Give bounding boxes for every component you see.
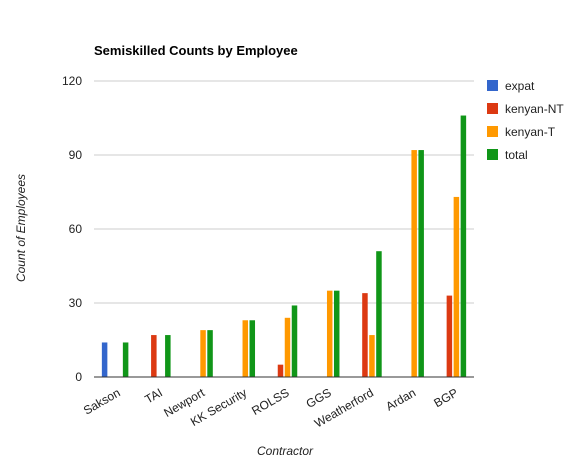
legend-swatch-total [487,149,498,160]
y-axis-title: Count of Employees [14,174,28,282]
y-tick-label-30: 30 [69,296,83,310]
y-tick-labels: 0 30 60 90 120 [62,74,82,384]
bar-kenyan-T-ggs [326,290,333,377]
bar-kenyan-NT-bgp [446,295,453,377]
x-tick-label-tai: TAI [142,385,164,406]
bars [101,115,467,378]
x-tick-label-ggs: GGS [304,385,334,410]
x-axis-title: Contractor [257,444,314,458]
legend-label-expat: expat [505,79,535,93]
legend-label-kenyan-T: kenyan-T [505,125,556,139]
bar-kenyan-T-ardan [411,150,417,377]
legend-label-total: total [505,148,528,162]
x-tick-label-rolss: ROLSS [249,385,291,417]
bar-total-weatherford [376,251,382,377]
y-tick-label-0: 0 [75,370,82,384]
legend-swatch-kenyan-NT [487,103,498,114]
bar-kenyan-NT-rolss [277,364,284,377]
legend-swatch-expat [487,80,498,91]
bar-total-kk-security [249,320,256,377]
y-tick-label-90: 90 [69,148,83,162]
legend-swatch-kenyan-T [487,126,498,137]
bar-total-sakson [122,342,129,377]
bar-expat-sakson [101,342,108,377]
bar-kenyan-T-bgp [453,196,460,377]
chart-title: Semiskilled Counts by Employee [94,43,298,58]
bar-total-ggs [333,290,340,377]
y-tick-label-60: 60 [69,222,83,236]
legend: expat kenyan-NT kenyan-T total [487,79,564,162]
bar-total-ardan [418,150,424,377]
bar-total-bgp [460,115,467,378]
bar-kenyan-NT-tai [151,335,157,377]
x-tick-label-ardan: Ardan [383,385,418,413]
bar-kenyan-T-newport [200,330,206,377]
bar-total-tai [165,335,171,377]
bar-kenyan-T-weatherford [369,335,375,377]
bar-total-rolss [291,305,298,377]
bar-kenyan-T-rolss [284,317,291,377]
bar-kenyan-T-kk-security [242,320,249,377]
gridlines [94,80,474,304]
y-tick-label-120: 120 [62,74,82,88]
x-tick-label-sakson: Sakson [81,385,123,417]
legend-label-kenyan-NT: kenyan-NT [505,102,564,116]
x-tick-label-bgp: BGP [431,385,460,410]
bar-total-newport [207,330,213,377]
bar-kenyan-NT-weatherford [362,293,368,377]
